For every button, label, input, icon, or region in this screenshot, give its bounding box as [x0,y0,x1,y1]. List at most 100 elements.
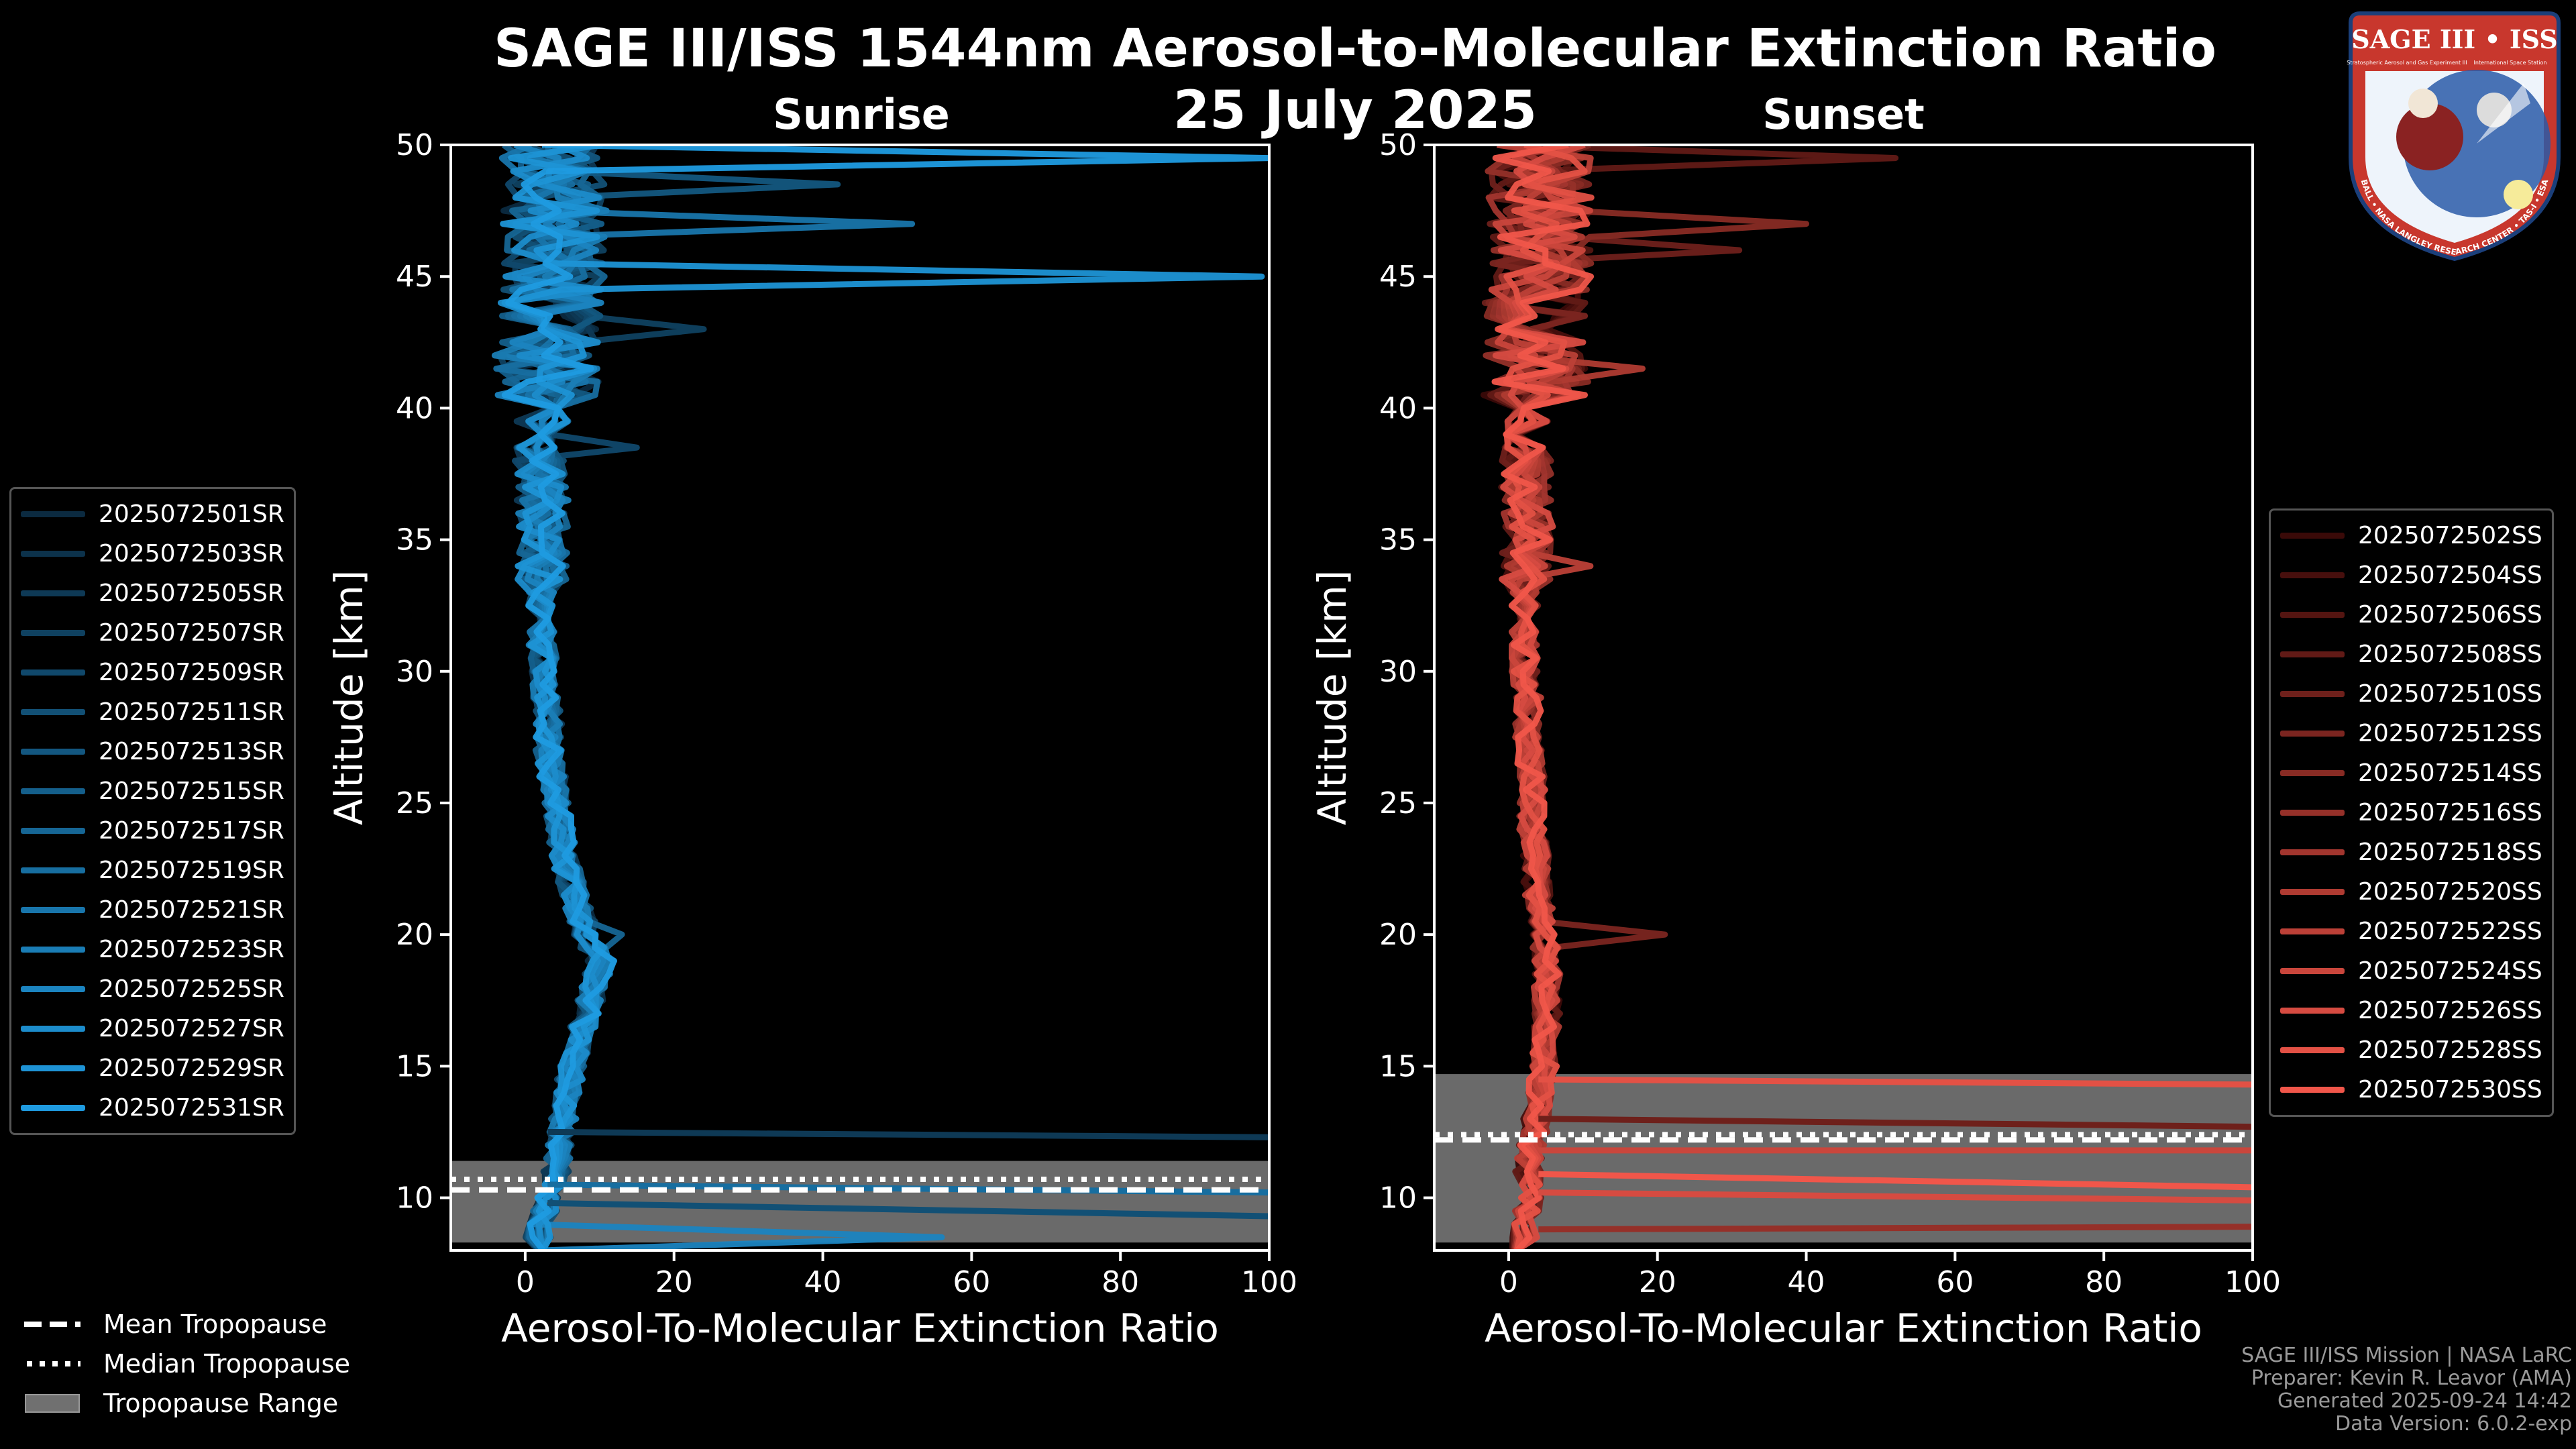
x-tick-label: 0 [1499,1265,1518,1299]
legend-item: 2025072520SS [2280,872,2542,912]
legend-swatch [2280,1087,2345,1093]
legend-swatch [21,630,85,636]
legend-label: 2025072525SR [99,975,284,1003]
sunset-panel: 0 20 40 60 80 100 10 15 20 25 30 35 40 45 50 Aerosol-To… [1309,128,2281,1351]
logo-subtext-right: International Space Station [2474,60,2547,66]
y-tick-label: 50 [396,128,433,162]
legend-item: 2025072524SS [2280,951,2542,991]
legend-label: 2025072504SS [2358,561,2542,589]
legend-item: 2025072511SR [21,692,284,732]
legend-label: 2025072528SS [2358,1036,2542,1064]
dashed-line-icon [24,1321,80,1327]
legend-item: 2025072531SR [21,1088,284,1128]
legend-label: 2025072514SS [2358,759,2542,787]
y-tick-label: 20 [396,918,433,952]
mean-tropopause-legend-item: Mean Tropopause [24,1304,350,1344]
x-tick-label: 40 [1788,1265,1825,1299]
legend-item: 2025072528SS [2280,1030,2542,1070]
y-tick-label: 45 [396,260,433,294]
credits-preparer: Preparer: Kevin R. Leavor (AMA) [2251,1366,2572,1390]
legend-item: 2025072514SS [2280,753,2542,793]
legend-item: 2025072510SS [2280,674,2542,714]
x-tick-label: 40 [804,1265,842,1299]
series-line-2025072529SR [500,145,1265,1250]
y-tick-label: 10 [1379,1181,1417,1216]
legend-swatch [2280,770,2345,776]
legend-label: 2025072521SR [99,896,284,924]
legend-swatch [21,511,85,517]
legend-label: 2025072513SR [99,738,284,765]
legend-label: 2025072529SR [99,1055,284,1082]
credits: SAGE III/ISS Mission | NASA LaRC Prepare… [2241,1344,2572,1436]
series-flat-line [547,1199,1269,1220]
legend-swatch [21,669,85,676]
legend-label: 2025072516SS [2358,799,2542,826]
median-tropopause-label: Median Tropopause [103,1348,350,1379]
legend-swatch [21,828,85,834]
y-tick-label: 50 [1379,128,1417,162]
credits-generated: Generated 2025-09-24 14:42 [2277,1389,2572,1413]
y-tick-label: 20 [1379,918,1417,952]
y-axis-label: Altitude [km] [326,570,372,825]
legend-label: 2025072505SR [99,580,284,607]
x-tick-label: 100 [2224,1265,2281,1299]
y-tick-label: 25 [1379,786,1417,820]
legend-swatch [2280,810,2345,816]
legend-item: 2025072529SR [21,1049,284,1088]
tropopause-legend: Mean Tropopause Median Tropopause Tropop… [24,1304,350,1423]
x-axis-label: Aerosol-To-Molecular Extinction Ratio [501,1305,1219,1351]
series-flat-line [1538,1076,2253,1088]
legend-swatch [2280,889,2345,895]
legend-label: 2025072519SR [99,857,284,884]
legend-label: 2025072501SR [99,500,284,528]
legend-item: 2025072518SS [2280,833,2542,872]
sunrise-subtitle: Sunrise [773,90,950,139]
legend-label: 2025072510SS [2358,680,2542,708]
series-flat-line [547,1128,1269,1140]
logo-title-text: SAGE III • ISS [2351,24,2557,54]
legend-label: 2025072527SR [99,1015,284,1042]
sunrise-panel: 0 20 40 60 80 100 10 15 20 25 30 35 40 45 50 Aerosol-To… [326,128,1297,1351]
legend-label: 2025072507SR [99,619,284,647]
legend-item: 2025072517SR [21,811,284,851]
legend-swatch [2280,928,2345,934]
legend-item: 2025072509SR [21,653,284,692]
legend-label: 2025072518SS [2358,839,2542,866]
legend-swatch [21,1065,85,1071]
y-tick-label: 40 [396,391,433,425]
legend-item: 2025072506SS [2280,595,2542,635]
legend-item: 2025072526SS [2280,991,2542,1030]
legend-label: 2025072515SR [99,777,284,805]
tropopause-range-legend-item: Tropopause Range [24,1383,350,1423]
legend-item: 2025072503SR [21,534,284,574]
x-tick-label: 20 [1639,1265,1676,1299]
legend-item: 2025072513SR [21,732,284,771]
legend-label: 2025072517SR [99,817,284,845]
legend-swatch [2280,691,2345,697]
legend-swatch [21,867,85,873]
y-tick-label: 35 [1379,523,1417,557]
tropopause-range-band [1434,1074,2253,1243]
y-axis-label: Altitude [km] [1309,570,1355,825]
legend-label: 2025072502SS [2358,522,2542,549]
legend-item: 2025072516SS [2280,793,2542,833]
legend-swatch [21,709,85,715]
x-tick-label: 60 [1936,1265,1974,1299]
credits-version: Data Version: 6.0.2-exp [2334,1412,2572,1436]
y-tick-label: 30 [396,655,433,689]
legend-item: 2025072507SR [21,613,284,653]
legend-item: 2025072505SR [21,574,284,613]
legend-swatch [21,749,85,755]
legend-item: 2025072530SS [2280,1070,2542,1110]
axes-frame [449,144,1271,1252]
legend-item: 2025072515SR [21,771,284,811]
legend-swatch [21,1026,85,1032]
legend-item: 2025072521SR [21,890,284,930]
chart-title: SAGE III/ISS 1544nm Aerosol-to-Molecular… [494,19,2216,79]
legend-swatch [21,590,85,596]
x-tick-label: 60 [953,1265,990,1299]
legend-label: 2025072520SS [2358,878,2542,906]
legend-item: 2025072527SR [21,1009,284,1049]
legend-item: 2025072504SS [2280,555,2542,595]
